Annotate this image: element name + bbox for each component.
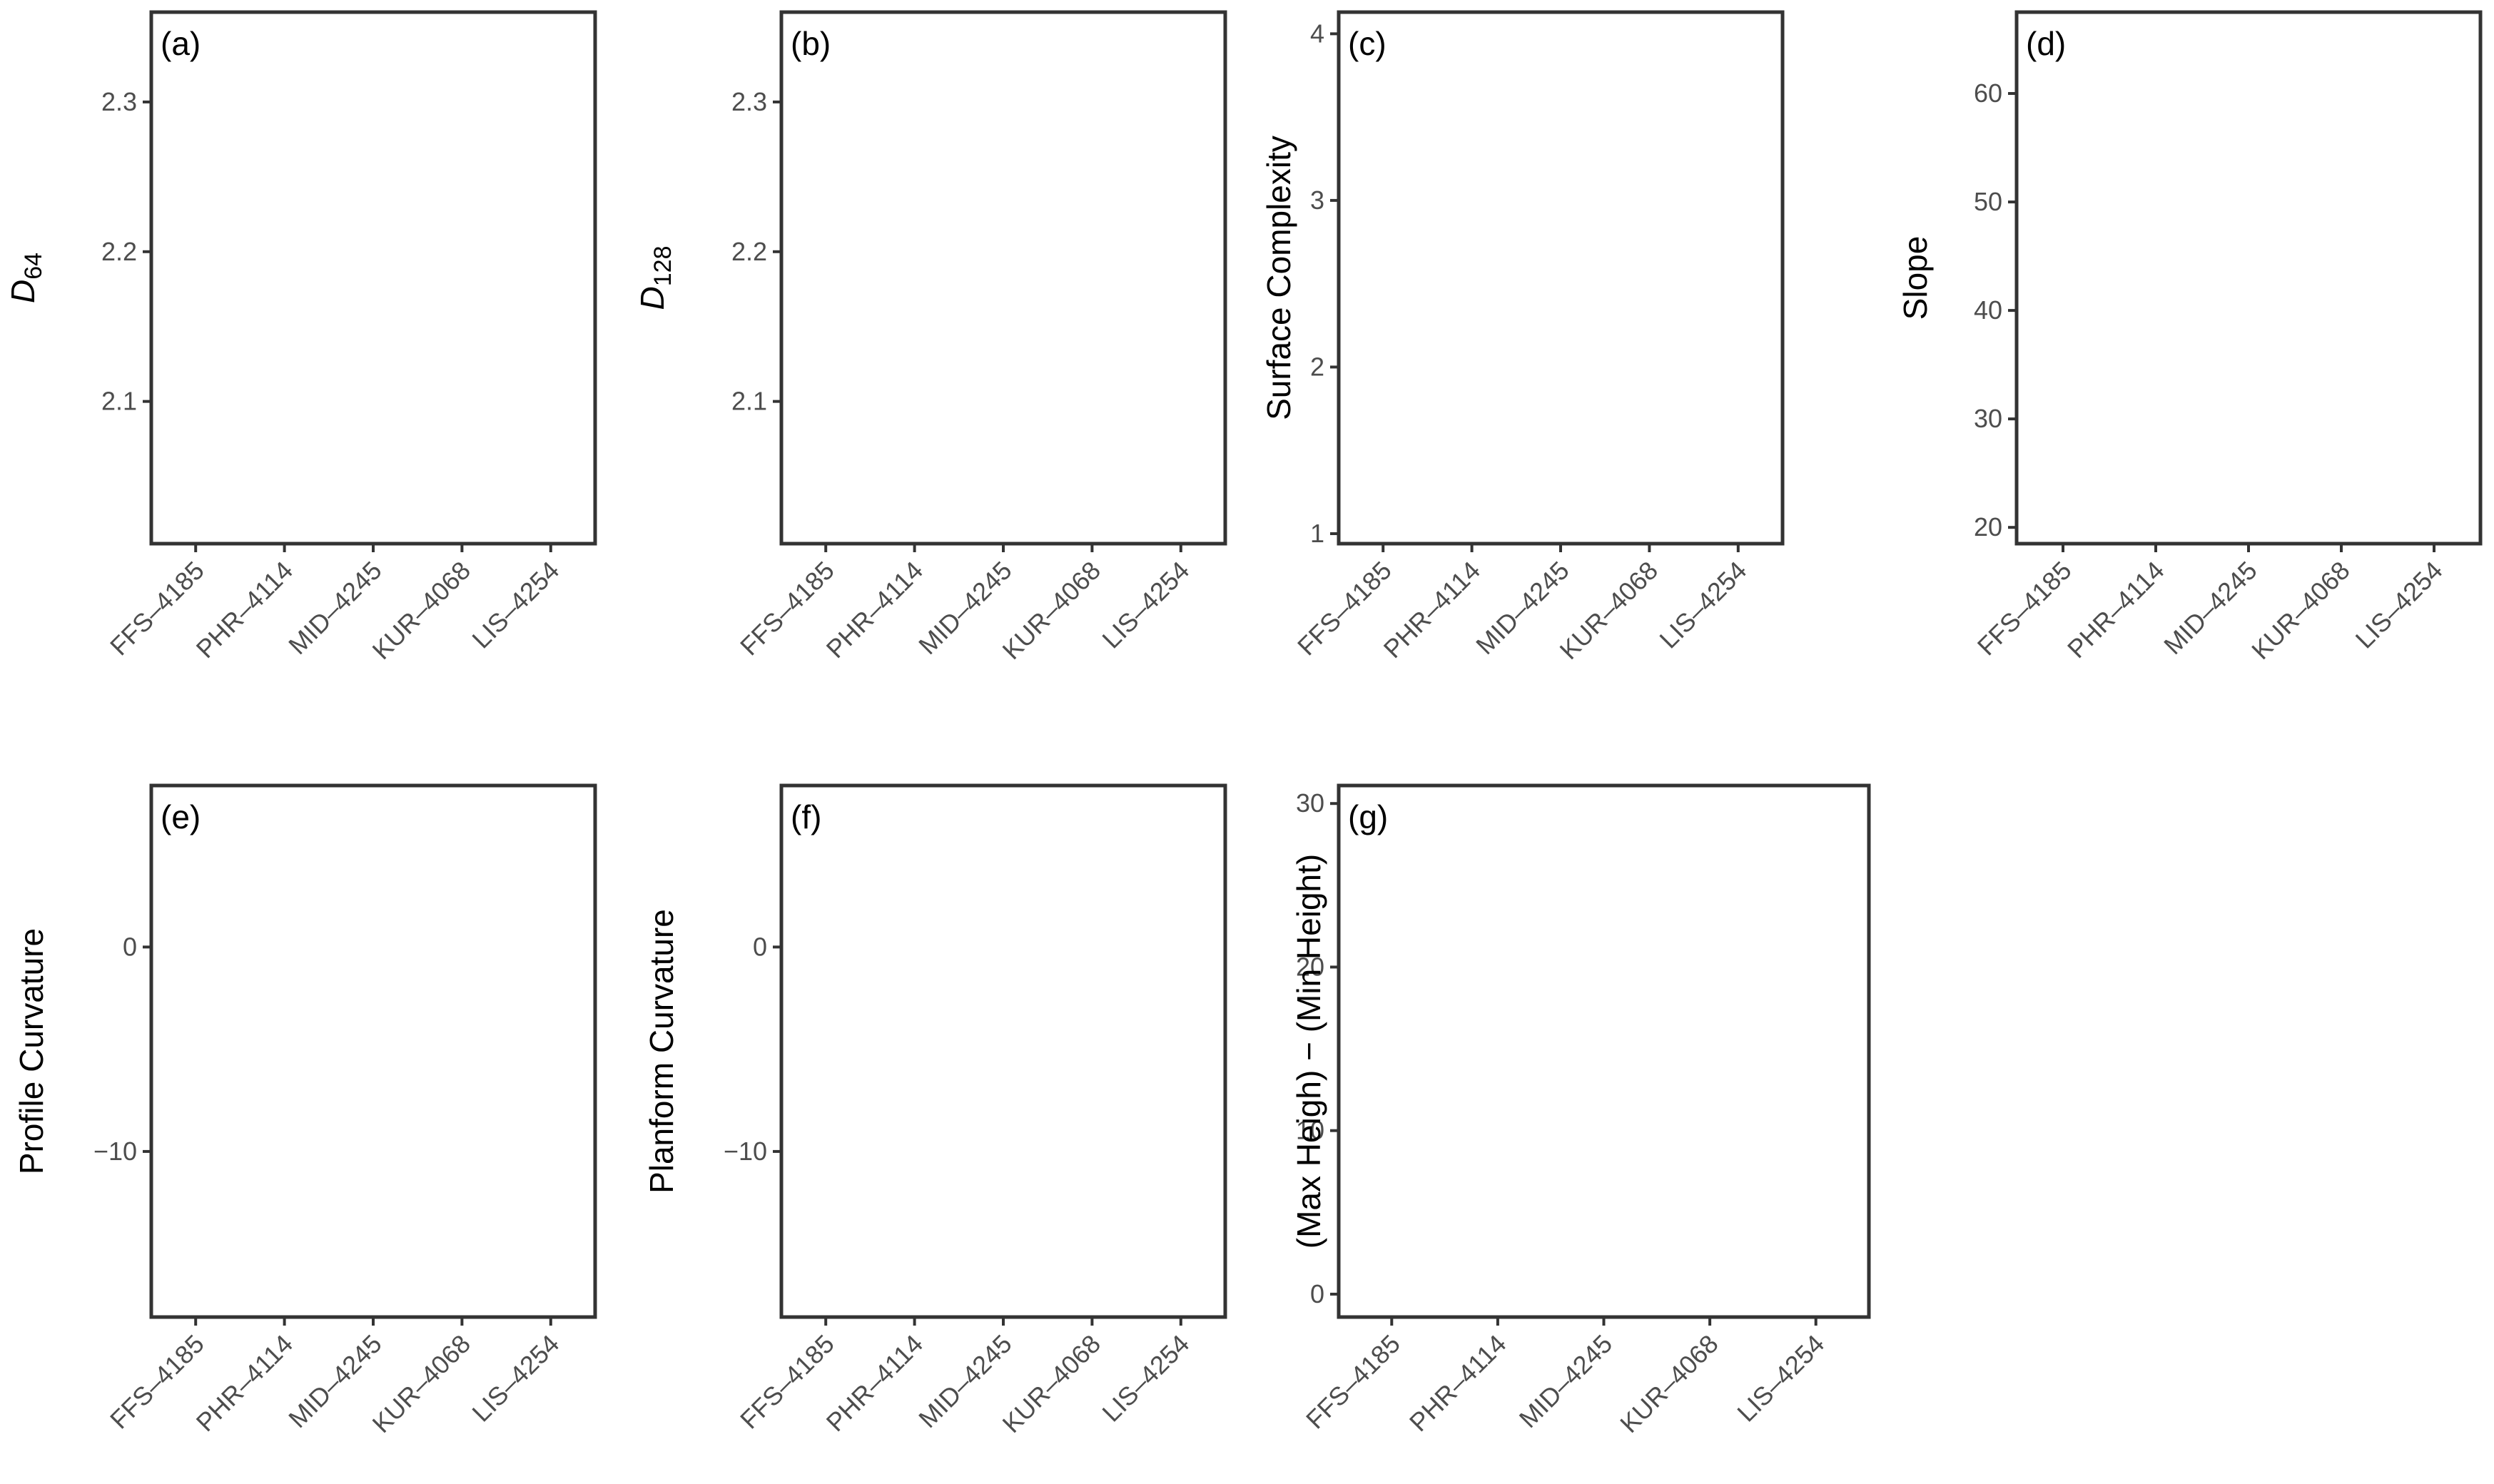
y-axis-title: D128 xyxy=(634,246,676,310)
x-tick-label: LIS–4254 xyxy=(466,1329,564,1428)
y-tick-label: 2.1 xyxy=(731,387,767,416)
x-tick-label: LIS–4254 xyxy=(1653,556,1752,654)
panel-frame xyxy=(149,783,597,1319)
y-axis-title: D64 xyxy=(4,253,47,303)
panel-frame xyxy=(779,783,1227,1319)
y-tick-label: 0 xyxy=(123,932,137,961)
y-tick-label: 2.2 xyxy=(101,237,137,266)
y-tick-label: 2.3 xyxy=(731,87,767,116)
panel-tag: (e) xyxy=(161,798,201,835)
y-tick-label: 2.2 xyxy=(731,237,767,266)
x-tick-label: PHR–4114 xyxy=(2062,556,2170,664)
x-tick-label: LIS–4254 xyxy=(2350,556,2448,654)
panel-frame xyxy=(1337,783,1871,1319)
panel-tag: (f) xyxy=(791,798,821,835)
x-tick-label: MID–4245 xyxy=(1514,1329,1618,1433)
y-tick-label: 60 xyxy=(1974,78,2002,108)
x-tick-label: PHR–4114 xyxy=(1404,1329,1512,1438)
x-tick-label: FFS–4185 xyxy=(1972,556,2077,661)
y-tick-label: 1 xyxy=(1310,519,1324,548)
x-tick-label: PHR–4114 xyxy=(821,556,929,664)
panel-tag: (d) xyxy=(2026,25,2066,62)
y-axis-title-main: D xyxy=(634,286,671,310)
y-tick-label: 2 xyxy=(1310,352,1324,381)
panel-f: −100FFS–4185PHR–4114MID–4245KUR–4068LIS–… xyxy=(643,783,1227,1438)
panel-c: 1234FFS–4185PHR–4114MID–4245KUR–4068LIS–… xyxy=(1260,10,1785,665)
panel-a: 2.12.22.3FFS–4185PHR–4114MID–4245KUR–406… xyxy=(4,10,597,665)
y-axis-title: (Max Heigh) − (Min Height) xyxy=(1290,854,1327,1249)
panel-frame xyxy=(149,10,597,546)
x-tick-label: KUR–4068 xyxy=(1614,1329,1724,1439)
x-tick-label: LIS–4254 xyxy=(466,556,564,654)
y-tick-label: 20 xyxy=(1296,952,1324,981)
y-tick-label: 2.1 xyxy=(101,387,137,416)
x-tick-label: PHR–4114 xyxy=(821,1329,929,1438)
y-tick-label: 20 xyxy=(1974,512,2002,542)
panel-tag: (c) xyxy=(1348,25,1387,62)
panel-b: 2.12.22.3FFS–4185PHR–4114MID–4245KUR–406… xyxy=(634,10,1227,665)
y-tick-label: 10 xyxy=(1296,1116,1324,1145)
y-axis-title-subscript: 128 xyxy=(649,246,676,287)
y-tick-label: 0 xyxy=(1310,1279,1324,1308)
y-axis-title-subscript: 64 xyxy=(20,253,47,280)
panel-frame xyxy=(779,10,1227,546)
x-tick-label: FFS–4185 xyxy=(1300,1329,1406,1435)
panel-d: 2030405060FFS–4185PHR–4114MID–4245KUR–40… xyxy=(1897,10,2483,666)
y-tick-label: 50 xyxy=(1974,187,2002,216)
panel-tag: (g) xyxy=(1348,798,1388,835)
y-tick-label: 0 xyxy=(753,932,767,961)
x-tick-label: LIS–4254 xyxy=(1731,1329,1830,1428)
y-axis-title-main: D xyxy=(4,280,41,303)
panel-frame xyxy=(2014,10,2483,546)
panel-frame xyxy=(1337,10,1785,546)
y-axis-title: Profile Curvature xyxy=(13,928,50,1174)
x-tick-label: PHR–4114 xyxy=(1378,556,1486,664)
panel-tag: (b) xyxy=(791,25,831,62)
y-tick-label: 3 xyxy=(1310,186,1324,215)
y-tick-label: 4 xyxy=(1310,19,1324,48)
y-tick-label: 40 xyxy=(1974,295,2002,325)
x-tick-label: PHR–4114 xyxy=(191,1329,299,1438)
y-tick-label: −10 xyxy=(724,1137,767,1166)
y-tick-label: 2.3 xyxy=(101,87,137,116)
x-tick-label: PHR–4114 xyxy=(191,556,299,664)
panel-e: −100FFS–4185PHR–4114MID–4245KUR–4068LIS–… xyxy=(13,783,597,1438)
y-axis-title: Planform Curvature xyxy=(643,909,680,1194)
y-axis-title: Slope xyxy=(1897,236,1934,320)
x-tick-label: KUR–4068 xyxy=(2246,556,2356,666)
panel-tag: (a) xyxy=(161,25,201,62)
y-tick-label: 30 xyxy=(1296,788,1324,818)
y-axis-title: Surface Complexity xyxy=(1260,136,1297,420)
x-tick-label: LIS–4254 xyxy=(1096,1329,1195,1428)
y-tick-label: −10 xyxy=(93,1137,137,1166)
y-tick-label: 30 xyxy=(1974,404,2002,433)
x-tick-label: LIS–4254 xyxy=(1096,556,1195,654)
